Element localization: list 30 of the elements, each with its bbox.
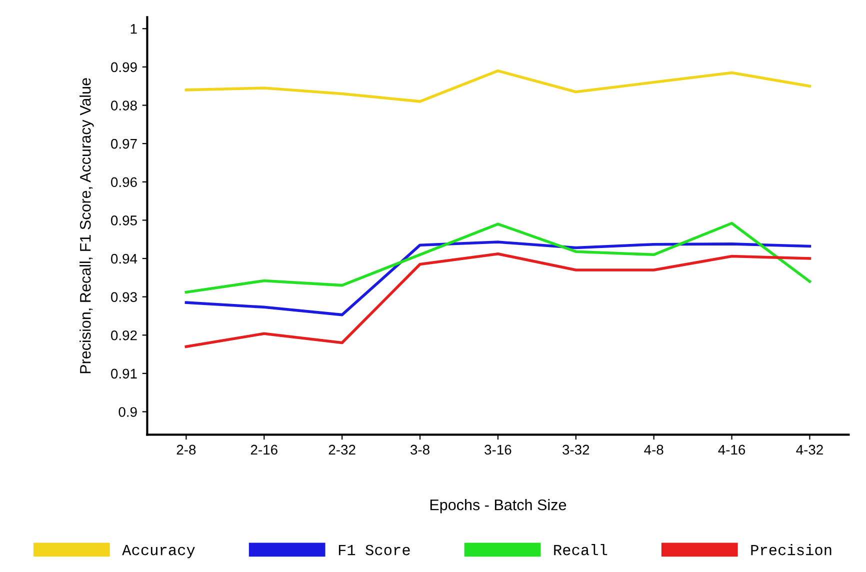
x-tick-label: 3-16 <box>484 444 512 455</box>
y-tick-label: 0.96 <box>111 177 137 188</box>
x-tick-label: 4-16 <box>718 444 746 455</box>
y-tick-label: 0.98 <box>111 100 137 110</box>
x-tick-label: 3-32 <box>562 444 590 455</box>
y-tick-label: 0.97 <box>111 138 137 149</box>
line-series <box>184 222 812 294</box>
y-tick-label: 0.94 <box>111 254 138 264</box>
x-tick-label: 4-32 <box>796 444 823 455</box>
x-tick-label: 3-8 <box>410 444 430 455</box>
line-series <box>184 252 812 348</box>
y-tick-label: 0.9 <box>118 407 137 417</box>
y-tick-label: 0.93 <box>111 292 137 302</box>
x-tick-label: 4-8 <box>644 444 664 455</box>
x-tick-label: 2-8 <box>176 444 196 455</box>
x-axis-title: Epochs - Batch Size <box>430 499 566 514</box>
y-axis-title: Precision, Recall, F1 Score, Accuracy Value <box>80 78 94 374</box>
y-tick-label: 1 <box>130 24 137 34</box>
y-tick-label: 0.99 <box>111 62 137 72</box>
x-tick-label: 2-16 <box>250 444 278 455</box>
y-tick-label: 0.95 <box>111 216 137 226</box>
legend-label: Accuracy <box>122 545 195 558</box>
legend-label: F1 Score <box>338 544 410 556</box>
x-tick-label: 2-32 <box>328 444 356 455</box>
legend-label: Precision <box>751 544 832 556</box>
y-tick-label: 0.91 <box>111 368 137 379</box>
legend-label: Recall <box>554 544 608 556</box>
y-tick-label: 0.92 <box>111 330 137 340</box>
line-series <box>184 69 812 103</box>
line-series <box>184 240 812 316</box>
